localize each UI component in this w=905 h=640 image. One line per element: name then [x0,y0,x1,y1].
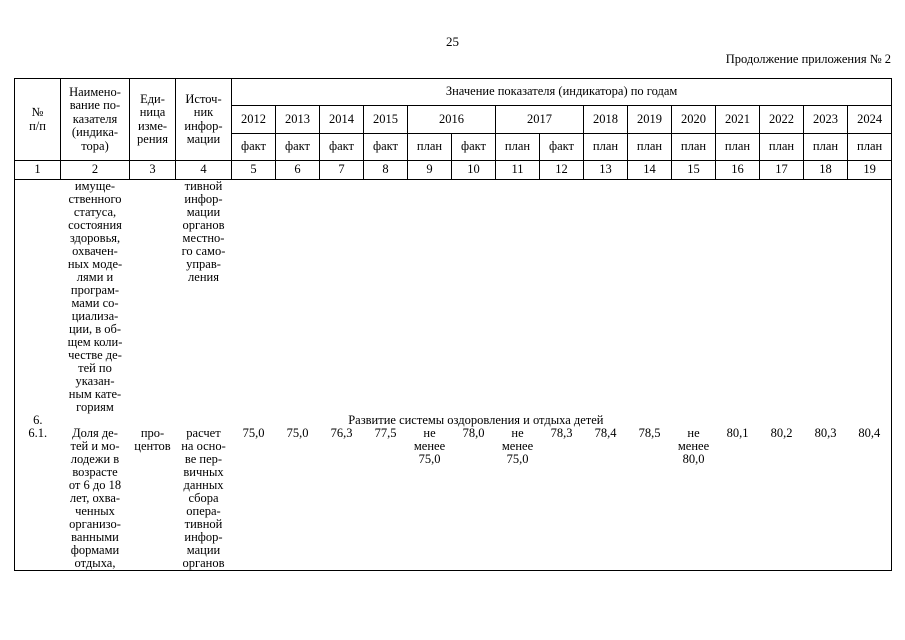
row61-value-2015: 77,5 [374,426,397,440]
colnum-19: 19 [846,160,893,180]
year-2022: 2022 [759,105,804,134]
cont-unit-cell [130,180,176,415]
header-num: № п/п [14,78,61,161]
row61-value-2013: 75,0 [286,426,309,440]
colnum-16: 16 [715,160,760,180]
row61-value-2018: 78,4 [594,426,617,440]
colnum-14: 14 [627,160,672,180]
colnum-5: 5 [231,160,276,180]
year-2014: 2014 [319,105,364,134]
year-2016: 2016 [407,105,496,134]
colnum-10: 10 [451,160,496,180]
year-2023: 2023 [803,105,848,134]
header-years-title: Значение показателя (индикатора) по года… [230,78,893,106]
sub-2014: факт [319,133,364,161]
colnum-12: 12 [539,160,584,180]
header-unit: Еди- ница изме- рения [129,78,176,161]
colnum-3: 3 [129,160,176,180]
row61-indicator-name: Доля де- тей и мо- лодежи в возрасте от … [68,426,122,570]
colnum-13: 13 [583,160,628,180]
table-row-continuation: имуще- ственного статуса, состояния здор… [15,180,892,415]
colnum-9: 9 [407,160,452,180]
year-2024: 2024 [846,105,893,134]
row61-value-2012: 75,0 [242,426,265,440]
sub-2019: план [627,133,672,161]
continuation-note: Продолжение приложения № 2 [725,52,891,66]
sub-2013: факт [275,133,320,161]
row61-value-2020: не менее 80,0 [677,426,710,466]
sub-2023: план [803,133,848,161]
cont-source: тивной инфор- мации органов местно- го с… [181,179,226,284]
row61-value-2014: 76,3 [330,426,353,440]
sub-2016-fact: факт [451,133,496,161]
year-2018: 2018 [583,105,628,134]
sub-2021: план [715,133,760,161]
colnum-17: 17 [759,160,804,180]
year-2015: 2015 [363,105,408,134]
row61-value-2022: 80,2 [770,426,793,440]
row61-value-2017-fact: 78,3 [550,426,573,440]
colnum-7: 7 [319,160,364,180]
year-2020: 2020 [671,105,716,134]
colnum-2: 2 [60,160,130,180]
row61-value-2019: 78,5 [638,426,661,440]
header-indicator-name: Наимено- вание по- казателя (индика- тор… [60,78,130,161]
year-2021: 2021 [715,105,760,134]
section-title: Развитие системы оздоровления и отдыха д… [348,413,604,427]
page-number: 25 [446,34,459,49]
sub-2017-fact: факт [539,133,584,161]
row61-number: 6.1. [28,426,48,440]
colnum-15: 15 [671,160,716,180]
colnum-18: 18 [803,160,848,180]
row61-value-2024: 80,4 [858,426,881,440]
colnum-4: 4 [175,160,232,180]
cont-indicator-name: имуще- ственного статуса, состояния здор… [67,179,123,414]
sub-2020: план [671,133,716,161]
year-2019: 2019 [627,105,672,134]
colnum-1: 1 [14,160,61,180]
row61-value-2021: 80,1 [726,426,749,440]
sub-2015: факт [363,133,408,161]
sub-2024: план [846,133,893,161]
year-2013: 2013 [275,105,320,134]
row61-value-2023: 80,3 [814,426,837,440]
sub-2017-plan: план [495,133,540,161]
row61-source: расчет на осно- ве пер- вичных данных сб… [181,426,226,570]
sub-2022: план [759,133,804,161]
table-row-section-6: 6. Развитие системы оздоровления и отдых… [15,414,892,427]
row61-value-2017-plan: не менее 75,0 [501,426,534,466]
cont-num-cell [15,180,61,415]
colnum-11: 11 [495,160,540,180]
row61-value-2016-fact: 78,0 [462,426,485,440]
year-2012: 2012 [231,105,276,134]
sub-2012: факт [231,133,276,161]
sub-2018: план [583,133,628,161]
cont-values-cell [232,180,892,415]
colnum-8: 8 [363,160,408,180]
sub-2016-plan: план [407,133,452,161]
section-number: 6. [33,413,43,427]
colnum-6: 6 [275,160,320,180]
table-row-6-1: 6.1. Доля де- тей и мо- лодежи в возраст… [15,427,892,571]
row61-unit: про- центов [134,426,171,453]
indicator-table: № п/п Наимено- вание по- казателя (индик… [14,78,893,571]
year-2017: 2017 [495,105,584,134]
row61-value-2016-plan: не менее 75,0 [413,426,446,466]
header-source: Источ- ник инфор- мации [175,78,232,161]
